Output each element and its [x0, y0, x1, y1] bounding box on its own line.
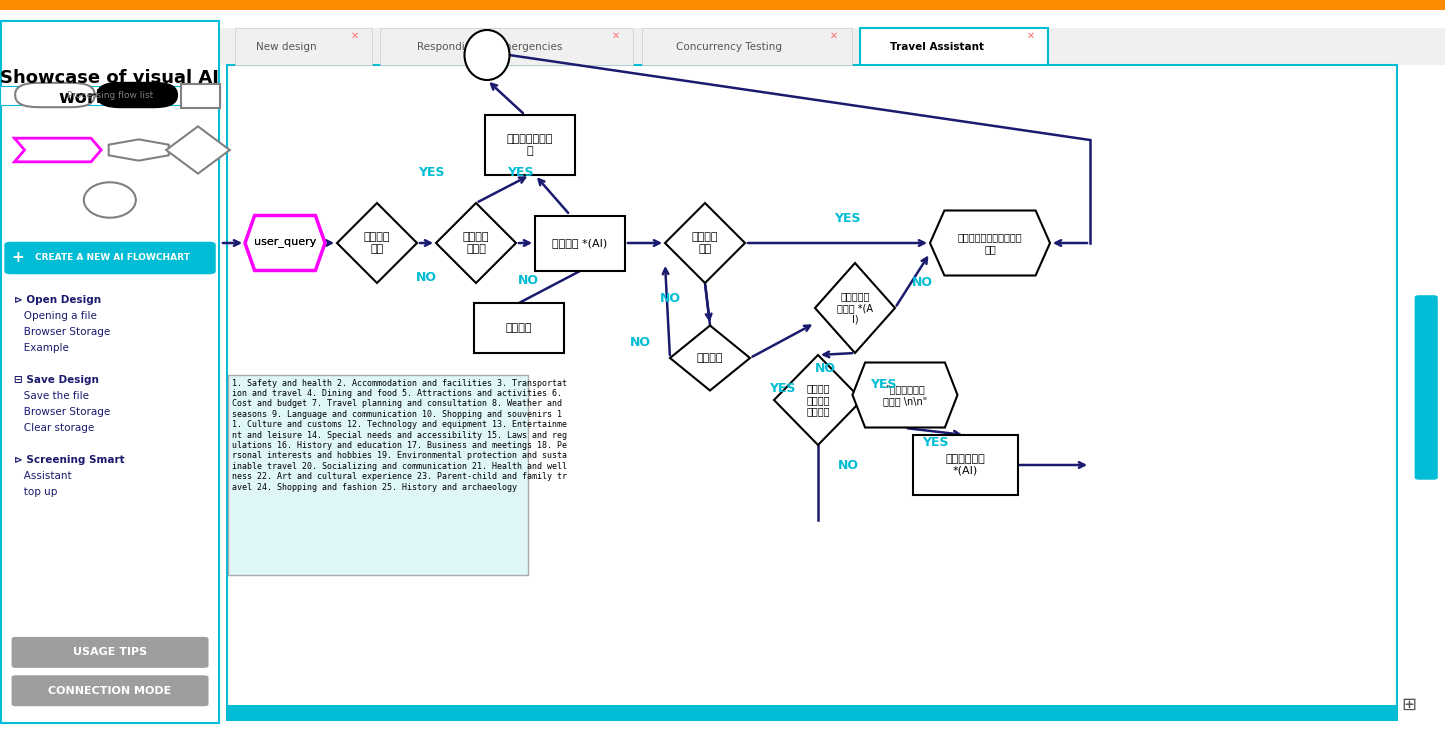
Bar — [486, 115, 575, 175]
Text: 旅行规划调试内
容: 旅行规划调试内 容 — [507, 134, 553, 156]
FancyBboxPatch shape — [227, 705, 1397, 720]
Text: YES: YES — [507, 167, 533, 179]
FancyBboxPatch shape — [860, 28, 1048, 65]
Text: ✕: ✕ — [611, 30, 620, 41]
Ellipse shape — [84, 182, 136, 218]
FancyBboxPatch shape — [0, 0, 1445, 10]
Polygon shape — [931, 210, 1051, 275]
Text: Example: Example — [14, 343, 69, 353]
Text: Assistant: Assistant — [14, 471, 72, 481]
Text: 1. Safety and health 2. Accommodation and facilities 3. Transportat
ion and trav: 1. Safety and health 2. Accommodation an… — [233, 379, 568, 492]
Text: CREATE A NEW AI FLOWCHART: CREATE A NEW AI FLOWCHART — [35, 253, 191, 263]
FancyBboxPatch shape — [220, 10, 1445, 738]
Polygon shape — [665, 203, 746, 283]
Text: CONNECTION MODE: CONNECTION MODE — [48, 686, 172, 696]
FancyBboxPatch shape — [98, 83, 176, 107]
Text: user_query: user_query — [254, 238, 316, 248]
Polygon shape — [246, 215, 325, 271]
FancyBboxPatch shape — [4, 242, 215, 275]
FancyBboxPatch shape — [12, 675, 208, 706]
Text: Showcase of visual AI
workflows: Showcase of visual AI workflows — [0, 69, 220, 108]
Text: NO: NO — [630, 337, 650, 350]
FancyBboxPatch shape — [0, 10, 220, 738]
Polygon shape — [436, 203, 516, 283]
FancyBboxPatch shape — [220, 28, 1445, 65]
Text: ✕: ✕ — [829, 30, 838, 41]
Text: Browser Storage: Browser Storage — [14, 407, 111, 417]
FancyBboxPatch shape — [234, 28, 371, 65]
Polygon shape — [775, 355, 863, 445]
Text: 抱歉，暂时无法回答这个
问题: 抱歉，暂时无法回答这个 问题 — [958, 232, 1022, 254]
FancyBboxPatch shape — [14, 83, 95, 107]
Bar — [912, 435, 1017, 495]
Text: ✕: ✕ — [1026, 30, 1035, 41]
Text: Save the file: Save the file — [14, 391, 90, 401]
Text: Opening a file: Opening a file — [14, 311, 97, 321]
Bar — [535, 215, 626, 271]
Polygon shape — [670, 325, 750, 390]
Text: YES: YES — [769, 382, 795, 395]
Bar — [474, 303, 564, 353]
Text: YES: YES — [834, 212, 860, 224]
Text: 旅行规划: 旅行规划 — [696, 353, 724, 363]
Text: user_query: user_query — [254, 238, 316, 248]
Text: 存储结果: 存储结果 — [506, 323, 532, 333]
Text: ✕: ✕ — [350, 30, 358, 41]
Text: ⊟ Save Design: ⊟ Save Design — [14, 375, 100, 385]
Text: NO: NO — [912, 277, 932, 289]
Ellipse shape — [464, 30, 510, 80]
Text: top up: top up — [14, 487, 58, 497]
Text: +: + — [12, 250, 25, 266]
Polygon shape — [166, 126, 230, 173]
Text: ⊞: ⊞ — [1402, 696, 1416, 714]
Text: NO: NO — [416, 272, 436, 285]
Text: 判断是否
为空: 判断是否 为空 — [364, 232, 390, 254]
Polygon shape — [337, 203, 418, 283]
FancyBboxPatch shape — [228, 375, 527, 575]
Polygon shape — [14, 138, 101, 162]
Text: 判断前期
提问对话
是否过多: 判断前期 提问对话 是否过多 — [806, 384, 829, 416]
Text: NO: NO — [517, 275, 539, 288]
Polygon shape — [815, 263, 894, 353]
Polygon shape — [246, 215, 325, 271]
Text: Travel Assistant: Travel Assistant — [890, 41, 984, 52]
Text: NO: NO — [659, 292, 681, 305]
Text: ⊳ Screening Smart: ⊳ Screening Smart — [14, 455, 126, 465]
Polygon shape — [108, 139, 169, 161]
FancyBboxPatch shape — [0, 86, 220, 105]
Text: 检查信息是
否齐全 *(A
I): 检查信息是 否齐全 *(A I) — [837, 292, 873, 325]
Text: ⊳ Open Design: ⊳ Open Design — [14, 295, 101, 305]
Text: Browser Storage: Browser Storage — [14, 327, 111, 337]
Text: 判断是否
是示例: 判断是否 是示例 — [462, 232, 490, 254]
Text: Processing flow list: Processing flow list — [66, 92, 153, 100]
Text: Clear storage: Clear storage — [14, 423, 95, 433]
Bar — [181, 84, 220, 108]
Text: NO: NO — [815, 362, 835, 374]
FancyBboxPatch shape — [1415, 295, 1438, 480]
Text: YES: YES — [418, 167, 444, 179]
Text: "正在提取相关
信息。 \n\n": "正在提取相关 信息。 \n\n" — [883, 384, 928, 406]
Text: New design: New design — [256, 41, 316, 52]
FancyBboxPatch shape — [12, 637, 208, 668]
Text: YES: YES — [922, 436, 948, 449]
Text: 问题分类 *(AI): 问题分类 *(AI) — [552, 238, 608, 248]
Text: YES: YES — [870, 379, 896, 391]
Text: 判断是否
有误: 判断是否 有误 — [692, 232, 718, 254]
FancyBboxPatch shape — [642, 28, 851, 65]
Polygon shape — [853, 362, 958, 427]
Text: USAGE TIPS: USAGE TIPS — [72, 647, 147, 658]
Text: NO: NO — [838, 458, 858, 472]
Text: Concurrency Testing: Concurrency Testing — [676, 41, 782, 52]
Text: 提取用户信息
*(AI): 提取用户信息 *(AI) — [945, 454, 985, 476]
FancyBboxPatch shape — [380, 28, 633, 65]
Text: Responding to emergencies: Responding to emergencies — [416, 41, 562, 52]
